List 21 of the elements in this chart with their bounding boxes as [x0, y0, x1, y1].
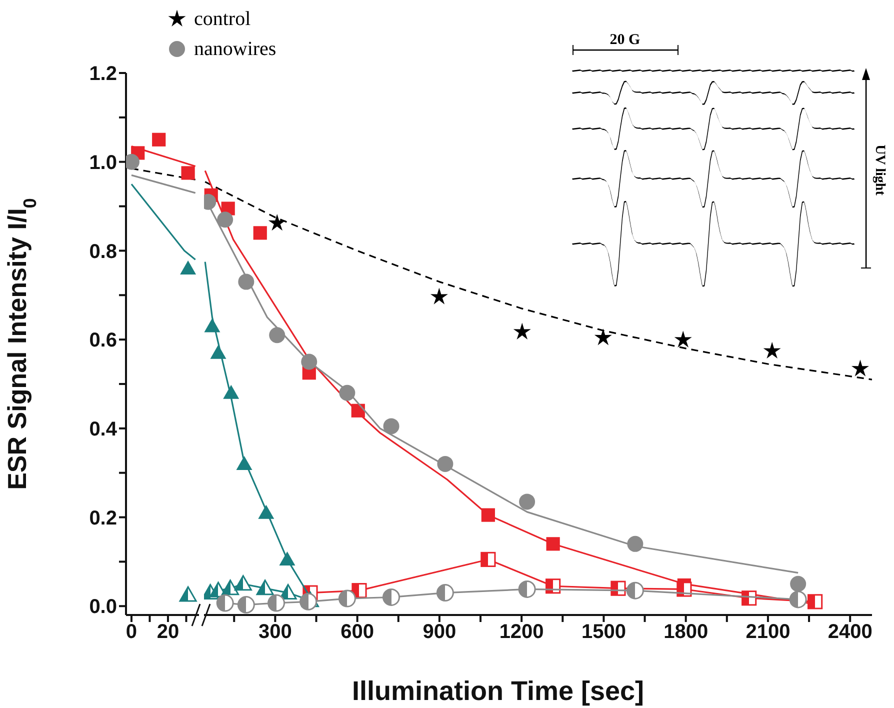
- y-tick-label: 0.8: [89, 240, 117, 263]
- x-tick-label: 2100: [746, 621, 790, 644]
- x-tick-label: 1800: [664, 621, 708, 644]
- x-tick-label: 300: [258, 621, 292, 644]
- y-tick-label: 0.6: [89, 330, 117, 352]
- x-tick-label: 1500: [581, 621, 626, 644]
- y-tick-label: 0.4: [89, 418, 118, 441]
- x-axis-title: Illumination Time [sec]: [352, 676, 644, 706]
- x-tick-label: 1200: [499, 621, 544, 644]
- esr-spectra-inset: 20 G UV light: [560, 30, 894, 300]
- x-tick-label: 20: [156, 621, 180, 644]
- x-tick-label: 0: [126, 621, 138, 644]
- y-tick-label: 0.0: [89, 596, 117, 618]
- y-tick-label: 1.2: [89, 63, 117, 86]
- y-tick-label: 1.0: [89, 152, 117, 174]
- legend-label: control: [194, 8, 251, 30]
- legend-label: nanowires: [194, 38, 276, 60]
- x-tick-label: 600: [340, 621, 374, 644]
- x-tick-label: 900: [422, 621, 456, 644]
- x-tick-label: 2400: [828, 621, 872, 644]
- y-tick-label: 0.2: [89, 507, 117, 530]
